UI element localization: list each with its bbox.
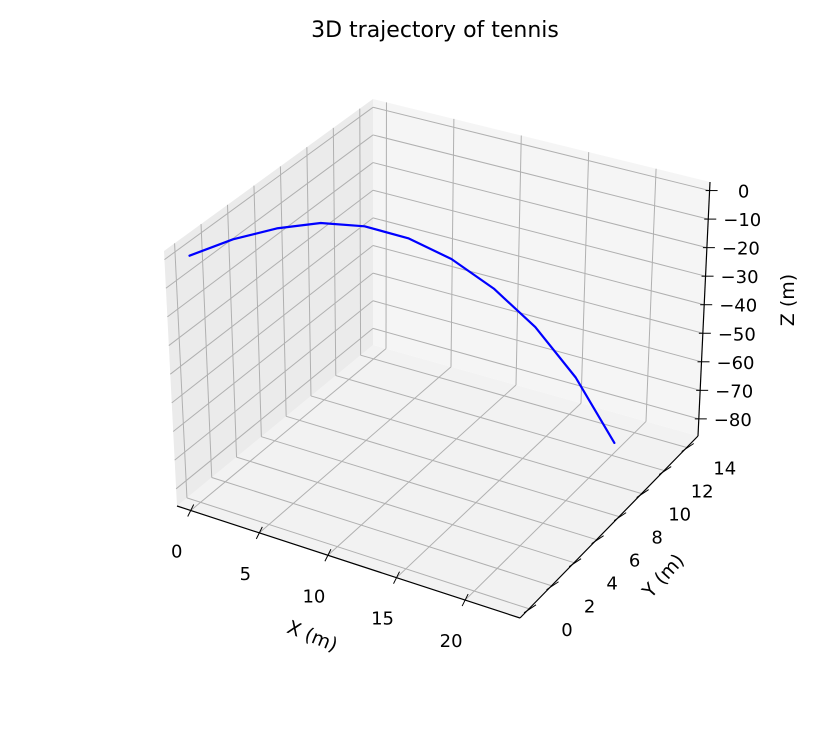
z-tick-label: −40 — [719, 296, 757, 317]
chart-title: 3D trajectory of tennis — [311, 18, 559, 43]
y-tick-label: 12 — [691, 482, 714, 503]
y-tick-label: 10 — [668, 505, 691, 526]
x-tick-label: 0 — [171, 541, 182, 562]
z-tick-label: −70 — [715, 381, 753, 402]
z-tick-label: −20 — [722, 239, 760, 260]
y-tick-label: 8 — [651, 528, 662, 549]
y-tick-label: 2 — [584, 597, 595, 618]
z-tick-label: −60 — [717, 353, 755, 374]
x-tick-label: 5 — [240, 564, 251, 585]
x-tick-label: 10 — [302, 586, 325, 607]
x-axis-label: X (m) — [284, 616, 341, 656]
x-tick-label: 20 — [440, 631, 463, 652]
z-tick-label: −50 — [718, 324, 756, 345]
axes-panes — [164, 99, 710, 618]
y-tick-label: 0 — [561, 620, 572, 641]
y-tick-label: 4 — [606, 574, 617, 595]
z-tick-label: −80 — [714, 410, 752, 431]
z-axis-label: Z (m) — [777, 274, 799, 326]
z-tick-label: −30 — [721, 267, 759, 288]
y-tick-label: 6 — [629, 551, 640, 572]
x-tick-label: 15 — [371, 609, 394, 630]
y-tick-label: 14 — [713, 459, 736, 480]
z-tick-label: 0 — [738, 182, 749, 203]
y-axis-label: Y (m) — [638, 550, 689, 603]
z-tick-label: −10 — [723, 210, 761, 231]
